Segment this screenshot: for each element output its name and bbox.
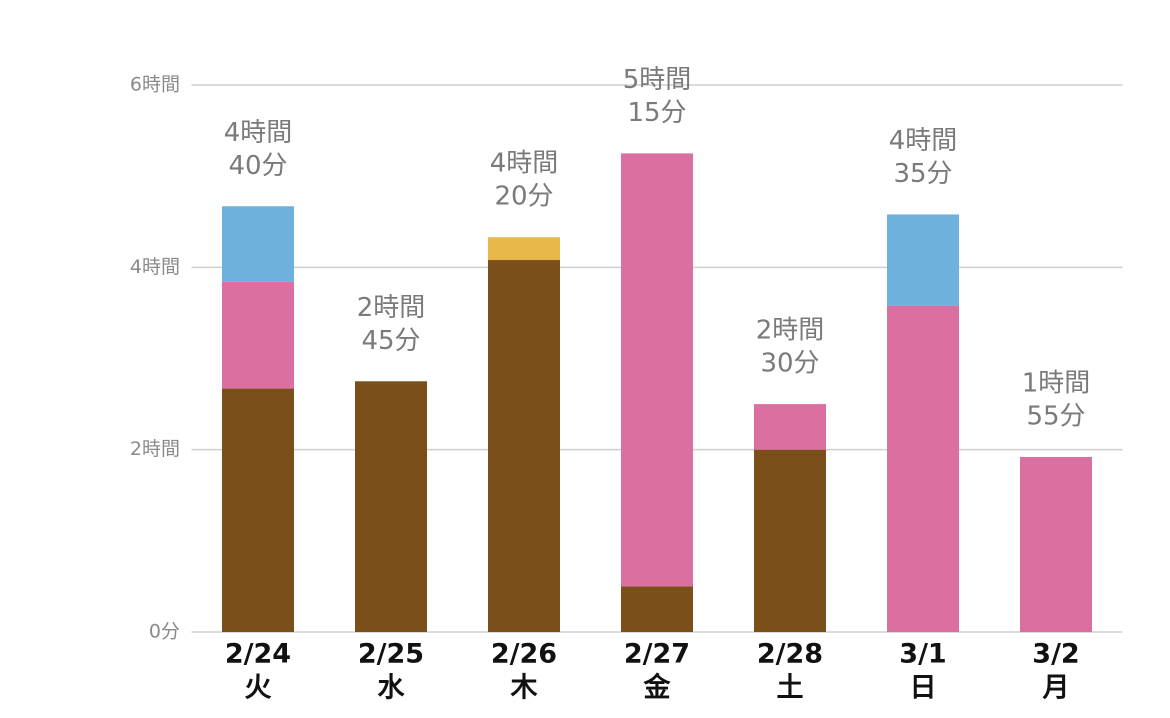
x-tick-label: 2/28 <box>757 639 823 670</box>
total-label: 40分 <box>228 151 287 181</box>
x-tick-label: 2/25 <box>358 639 424 670</box>
total-label: 2時間 <box>357 293 426 323</box>
bar-segment <box>488 260 560 632</box>
bar-segment <box>754 404 826 450</box>
total-label: 30分 <box>760 349 819 379</box>
x-tick-sublabel: 月 <box>1042 673 1070 704</box>
x-tick-label: 2/27 <box>624 639 690 670</box>
total-label: 35分 <box>893 159 952 189</box>
x-tick-sublabel: 火 <box>245 673 272 704</box>
total-label: 4時間 <box>889 126 958 156</box>
x-tick-sublabel: 日 <box>910 673 937 704</box>
x-tick-sublabel: 水 <box>378 673 406 704</box>
total-label: 20分 <box>494 182 553 212</box>
total-label: 2時間 <box>756 316 825 346</box>
x-tick-label: 2/24 <box>225 639 291 670</box>
total-label: 5時間 <box>623 65 692 95</box>
x-tick-sublabel: 土 <box>777 673 804 704</box>
bar-segment <box>222 206 294 282</box>
x-tick-label: 3/2 <box>1032 639 1079 670</box>
bar-segment <box>621 153 693 587</box>
x-tick-label: 2/26 <box>491 639 557 670</box>
bar-segment <box>222 388 294 632</box>
bar-segment <box>621 586 693 632</box>
y-tick-label: 0分 <box>149 621 180 643</box>
y-tick-label: 4時間 <box>130 256 180 278</box>
bar-segment <box>355 381 427 632</box>
total-label: 1時間 <box>1022 368 1091 398</box>
bar-segment <box>1020 456 1092 632</box>
total-label: 55分 <box>1026 401 1085 431</box>
bar-segment <box>222 281 294 389</box>
bar-segment <box>488 237 560 261</box>
x-tick-sublabel: 木 <box>510 673 538 704</box>
total-label: 45分 <box>361 326 420 356</box>
bar-segment <box>887 214 959 306</box>
bar-segment <box>887 305 959 632</box>
y-tick-label: 2時間 <box>130 438 180 460</box>
x-tick-sublabel: 金 <box>643 672 672 704</box>
y-tick-label: 6時間 <box>130 74 180 96</box>
bar-segment <box>754 449 826 632</box>
total-label: 4時間 <box>490 149 559 179</box>
total-label: 4時間 <box>224 118 293 148</box>
x-tick-label: 3/1 <box>899 639 946 670</box>
total-label: 15分 <box>627 98 686 128</box>
